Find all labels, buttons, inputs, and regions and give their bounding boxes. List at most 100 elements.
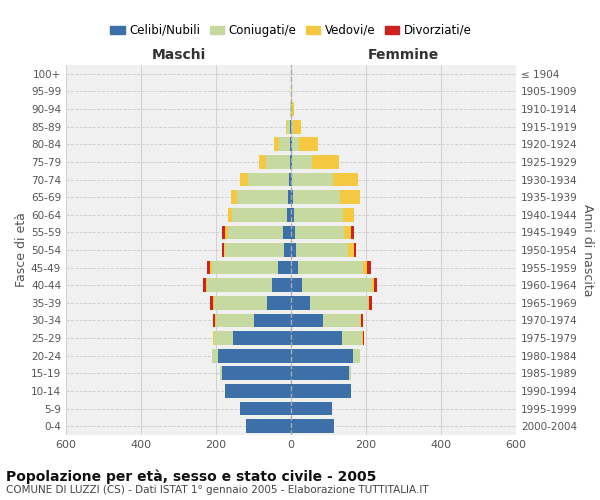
Bar: [221, 366, 291, 380]
Bar: [362, 331, 363, 345]
Bar: [241, 402, 291, 415]
Bar: [292, 102, 293, 116]
Bar: [216, 314, 254, 328]
Bar: [288, 190, 291, 204]
Bar: [214, 296, 266, 310]
Bar: [291, 314, 323, 328]
Bar: [218, 349, 291, 362]
Bar: [291, 190, 293, 204]
Bar: [353, 243, 355, 257]
Bar: [290, 120, 291, 134]
Bar: [291, 226, 295, 239]
Bar: [293, 120, 301, 134]
Text: Popolazione per età, sesso e stato civile - 2005: Popolazione per età, sesso e stato civil…: [6, 469, 376, 484]
Text: Maschi: Maschi: [151, 48, 206, 62]
Bar: [254, 314, 291, 328]
Bar: [291, 420, 334, 433]
Bar: [233, 331, 291, 345]
Bar: [238, 190, 288, 204]
Bar: [293, 190, 340, 204]
Bar: [353, 349, 359, 362]
Bar: [291, 260, 298, 274]
Bar: [239, 172, 248, 186]
Bar: [226, 226, 229, 239]
Bar: [296, 243, 348, 257]
Bar: [214, 314, 215, 328]
Y-axis label: Anni di nascita: Anni di nascita: [581, 204, 594, 296]
Bar: [334, 172, 358, 186]
Bar: [291, 349, 353, 362]
Bar: [265, 155, 290, 169]
Bar: [226, 384, 291, 398]
Bar: [229, 226, 283, 239]
Bar: [295, 226, 343, 239]
Bar: [212, 260, 278, 274]
Bar: [208, 260, 211, 274]
Bar: [290, 102, 291, 116]
Bar: [292, 120, 293, 134]
Bar: [292, 172, 334, 186]
Bar: [373, 278, 377, 292]
Bar: [371, 278, 373, 292]
Bar: [259, 155, 265, 169]
Legend: Celibi/Nubili, Coniugati/e, Vedovi/e, Divorziati/e: Celibi/Nubili, Coniugati/e, Vedovi/e, Di…: [106, 19, 476, 42]
Bar: [274, 138, 278, 151]
Text: Femmine: Femmine: [368, 48, 439, 62]
Bar: [211, 260, 212, 274]
Bar: [341, 331, 362, 345]
Bar: [290, 138, 291, 151]
Bar: [291, 243, 296, 257]
Bar: [291, 155, 292, 169]
Bar: [220, 366, 221, 380]
Bar: [298, 260, 364, 274]
Bar: [272, 278, 291, 292]
Bar: [368, 296, 373, 310]
Bar: [289, 172, 291, 186]
Bar: [310, 296, 368, 310]
Y-axis label: Fasce di età: Fasce di età: [15, 212, 28, 288]
Bar: [223, 243, 226, 257]
Bar: [343, 226, 351, 239]
Text: COMUNE DI LUZZI (CS) - Dati ISTAT 1° gennaio 2005 - Elaborazione TUTTITALIA.IT: COMUNE DI LUZZI (CS) - Dati ISTAT 1° gen…: [6, 485, 428, 495]
Bar: [291, 138, 292, 151]
Bar: [226, 243, 284, 257]
Bar: [212, 331, 214, 345]
Bar: [230, 190, 238, 204]
Bar: [205, 278, 206, 292]
Bar: [340, 190, 361, 204]
Bar: [209, 296, 214, 310]
Bar: [299, 138, 318, 151]
Bar: [206, 278, 272, 292]
Bar: [278, 260, 291, 274]
Bar: [215, 314, 216, 328]
Bar: [286, 120, 287, 134]
Bar: [246, 420, 291, 433]
Bar: [287, 208, 291, 222]
Bar: [212, 349, 218, 362]
Bar: [364, 260, 367, 274]
Bar: [351, 226, 354, 239]
Bar: [302, 278, 371, 292]
Bar: [291, 402, 332, 415]
Bar: [290, 155, 291, 169]
Bar: [284, 243, 291, 257]
Bar: [291, 278, 302, 292]
Bar: [291, 102, 292, 116]
Bar: [287, 120, 290, 134]
Bar: [349, 366, 351, 380]
Bar: [292, 155, 313, 169]
Bar: [292, 138, 299, 151]
Bar: [367, 260, 371, 274]
Bar: [323, 314, 361, 328]
Bar: [313, 155, 338, 169]
Bar: [291, 208, 294, 222]
Bar: [214, 331, 233, 345]
Bar: [203, 278, 205, 292]
Bar: [266, 296, 291, 310]
Bar: [291, 296, 310, 310]
Bar: [291, 172, 292, 186]
Bar: [221, 243, 223, 257]
Bar: [283, 226, 291, 239]
Bar: [223, 226, 226, 239]
Bar: [343, 208, 354, 222]
